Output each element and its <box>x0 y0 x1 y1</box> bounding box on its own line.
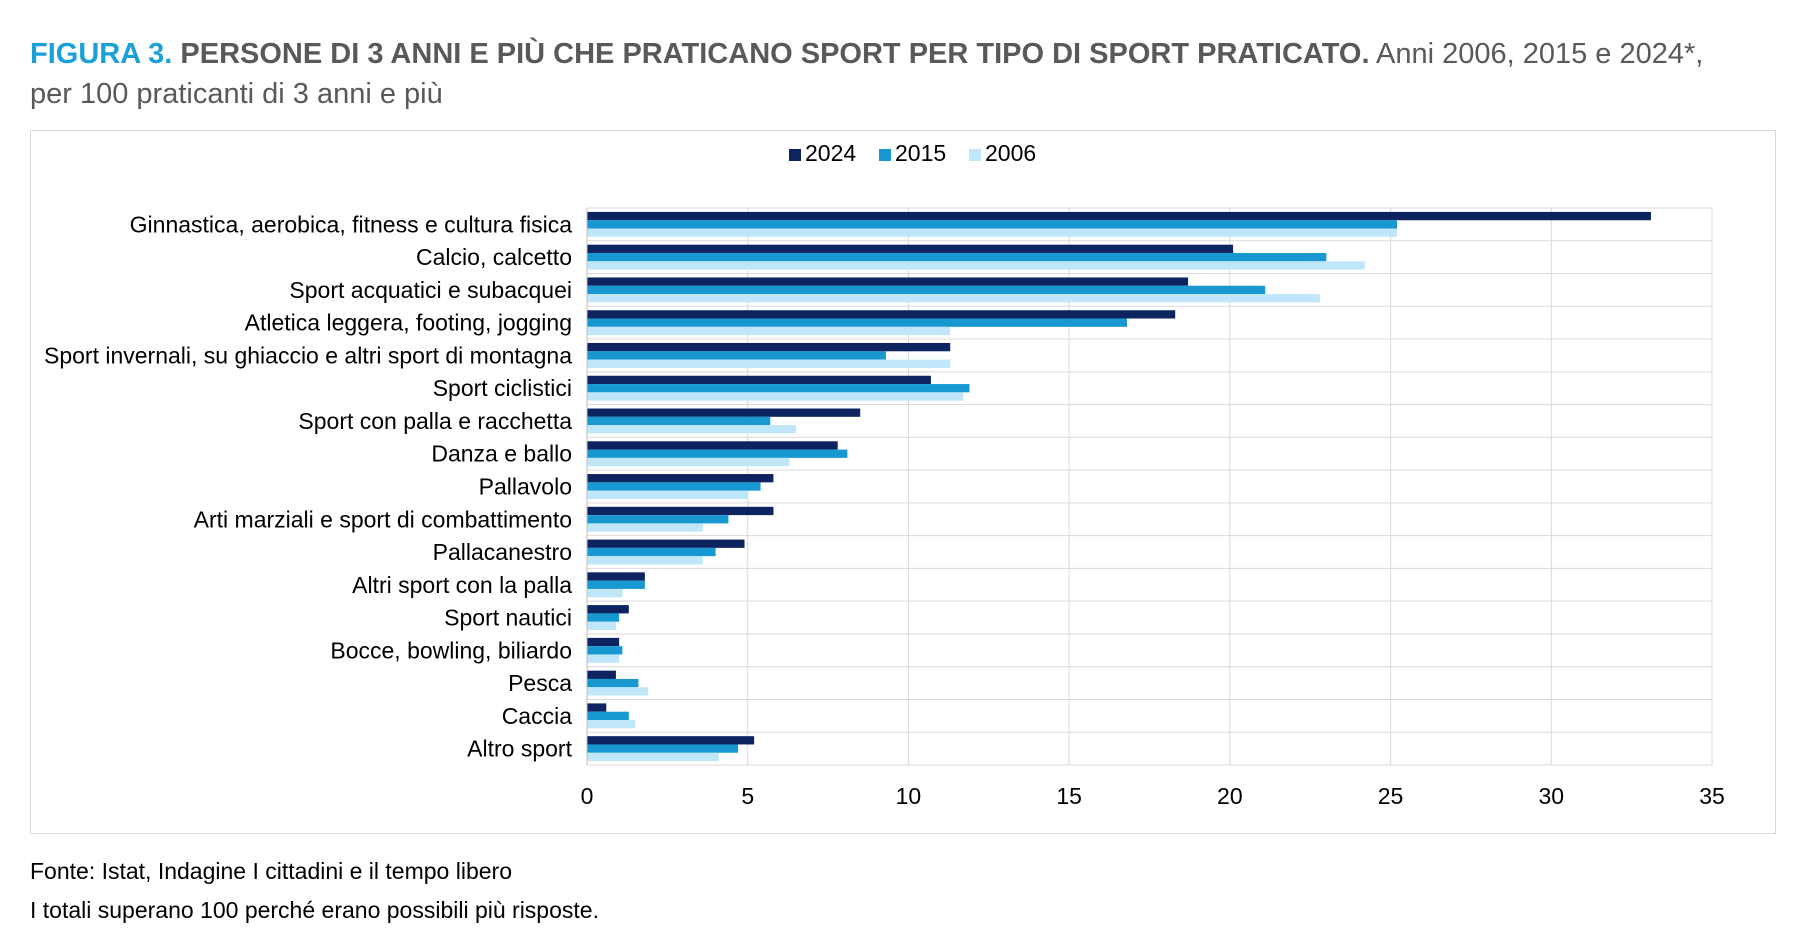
bar-2006 <box>587 425 796 434</box>
bar-2024 <box>587 605 629 614</box>
source-note: Fonte: Istat, Indagine I cittadini e il … <box>30 858 512 884</box>
bar-2015 <box>587 416 771 426</box>
bar-2006 <box>587 523 703 532</box>
bar-2015 <box>587 711 629 721</box>
footnote: I totali superano 100 perché erano possi… <box>30 897 599 923</box>
bar-2024 <box>587 441 838 450</box>
bar-2015 <box>587 547 716 557</box>
bar-chart: 0 5 10 15 20 25 30 35 Ginnastica, aerobica, fitn… <box>44 140 1725 809</box>
bar-2006 <box>587 588 623 598</box>
bar-2006 <box>587 261 1365 270</box>
bar-2015 <box>587 449 848 458</box>
bar-2006 <box>587 392 964 401</box>
x-tick-label: 20 <box>1217 783 1243 809</box>
bar-2024 <box>587 277 1189 286</box>
category-label: Sport ciclistici <box>433 375 572 401</box>
bar-2015 <box>587 351 886 360</box>
bar-2006 <box>587 654 620 663</box>
figure-label: FIGURA 3. <box>30 38 173 70</box>
bar-2015 <box>587 318 1127 327</box>
category-label: Altro sport <box>467 736 572 762</box>
category-label: Altri sport con la palla <box>352 572 572 598</box>
bar-2006 <box>587 621 616 631</box>
bar-2006 <box>587 294 1320 303</box>
figure-title-bold: PERSONE DI 3 ANNI E PIÙ CHE PRATICANO SP… <box>180 38 1370 70</box>
legend-swatch-2015 <box>879 149 891 161</box>
bar-2024 <box>587 211 1651 221</box>
figure-title: FIGURA 3. PERSONE DI 3 ANNI E PIÙ CHE PR… <box>30 34 1790 114</box>
bar-2024 <box>587 342 951 352</box>
figure-title-years: Anni 2006, 2015 e 2024*, <box>1376 38 1704 70</box>
bar-2015 <box>587 580 645 589</box>
bar-2015 <box>587 252 1327 262</box>
bar-2024 <box>587 670 616 679</box>
category-label: Pesca <box>508 670 572 696</box>
category-label: Sport invernali, su ghiaccio e altri spo… <box>44 342 572 368</box>
x-tick-label: 15 <box>1056 783 1082 809</box>
bar-2015 <box>587 220 1397 229</box>
bar-2006 <box>587 720 636 729</box>
category-label: Pallacanestro <box>433 539 572 565</box>
bar-2006 <box>587 490 748 499</box>
x-tick-label: 35 <box>1699 783 1725 809</box>
category-label: Arti marziali e sport di combattimento <box>194 506 572 532</box>
legend-label-2024: 2024 <box>805 140 856 166</box>
category-label: Ginnastica, aerobica, fitness e cultura … <box>130 211 573 237</box>
x-tick-label: 5 <box>741 783 754 809</box>
bar-2006 <box>587 687 649 696</box>
x-tick-label: 25 <box>1378 783 1404 809</box>
category-label: Sport con palla e racchetta <box>298 408 572 434</box>
bar-2024 <box>587 572 645 581</box>
bar-2024 <box>587 506 774 516</box>
figure-subtitle: per 100 praticanti di 3 anni e più <box>30 78 443 110</box>
bar-2024 <box>587 474 774 483</box>
bar-2015 <box>587 285 1266 295</box>
category-label: Caccia <box>502 703 573 729</box>
bar-2024 <box>587 539 745 548</box>
bar-2024 <box>587 310 1176 319</box>
bar-2024 <box>587 375 931 385</box>
bar-2024 <box>587 736 755 745</box>
x-tick-label: 30 <box>1538 783 1564 809</box>
category-label: Bocce, bowling, biliardo <box>330 637 572 663</box>
bar-2015 <box>587 482 761 491</box>
category-label: Calcio, calcetto <box>416 244 572 270</box>
bar-2006 <box>587 752 719 762</box>
bar-2015 <box>587 384 970 393</box>
bar-2024 <box>587 408 861 417</box>
bar-2006 <box>587 228 1397 237</box>
category-label: Sport nautici <box>444 605 572 631</box>
bar-2006 <box>587 457 790 467</box>
legend-swatch-2006 <box>969 149 981 161</box>
legend-swatch-2024 <box>789 149 801 161</box>
category-label: Danza e ballo <box>431 441 572 467</box>
legend-label-2006: 2006 <box>985 140 1036 166</box>
category-label: Pallavolo <box>479 474 572 500</box>
legend-label-2015: 2015 <box>895 140 946 166</box>
bar-2006 <box>587 556 703 565</box>
bar-2024 <box>587 244 1234 253</box>
category-label: Sport acquatici e subacquei <box>289 277 572 303</box>
bar-2015 <box>587 613 620 622</box>
x-tick-label: 10 <box>896 783 922 809</box>
bar-2006 <box>587 359 951 368</box>
bar-2024 <box>587 637 620 647</box>
bar-2015 <box>587 678 639 688</box>
x-tick-label: 0 <box>581 783 594 809</box>
bar-2015 <box>587 515 729 524</box>
category-label: Atletica leggera, footing, jogging <box>245 310 572 336</box>
bar-2015 <box>587 744 739 753</box>
bar-2015 <box>587 646 623 655</box>
chart-frame: 0 5 10 15 20 25 30 35 Ginnastica, aerobica, fitn… <box>30 130 1776 834</box>
bar-2024 <box>587 703 607 712</box>
bar-2006 <box>587 326 951 336</box>
